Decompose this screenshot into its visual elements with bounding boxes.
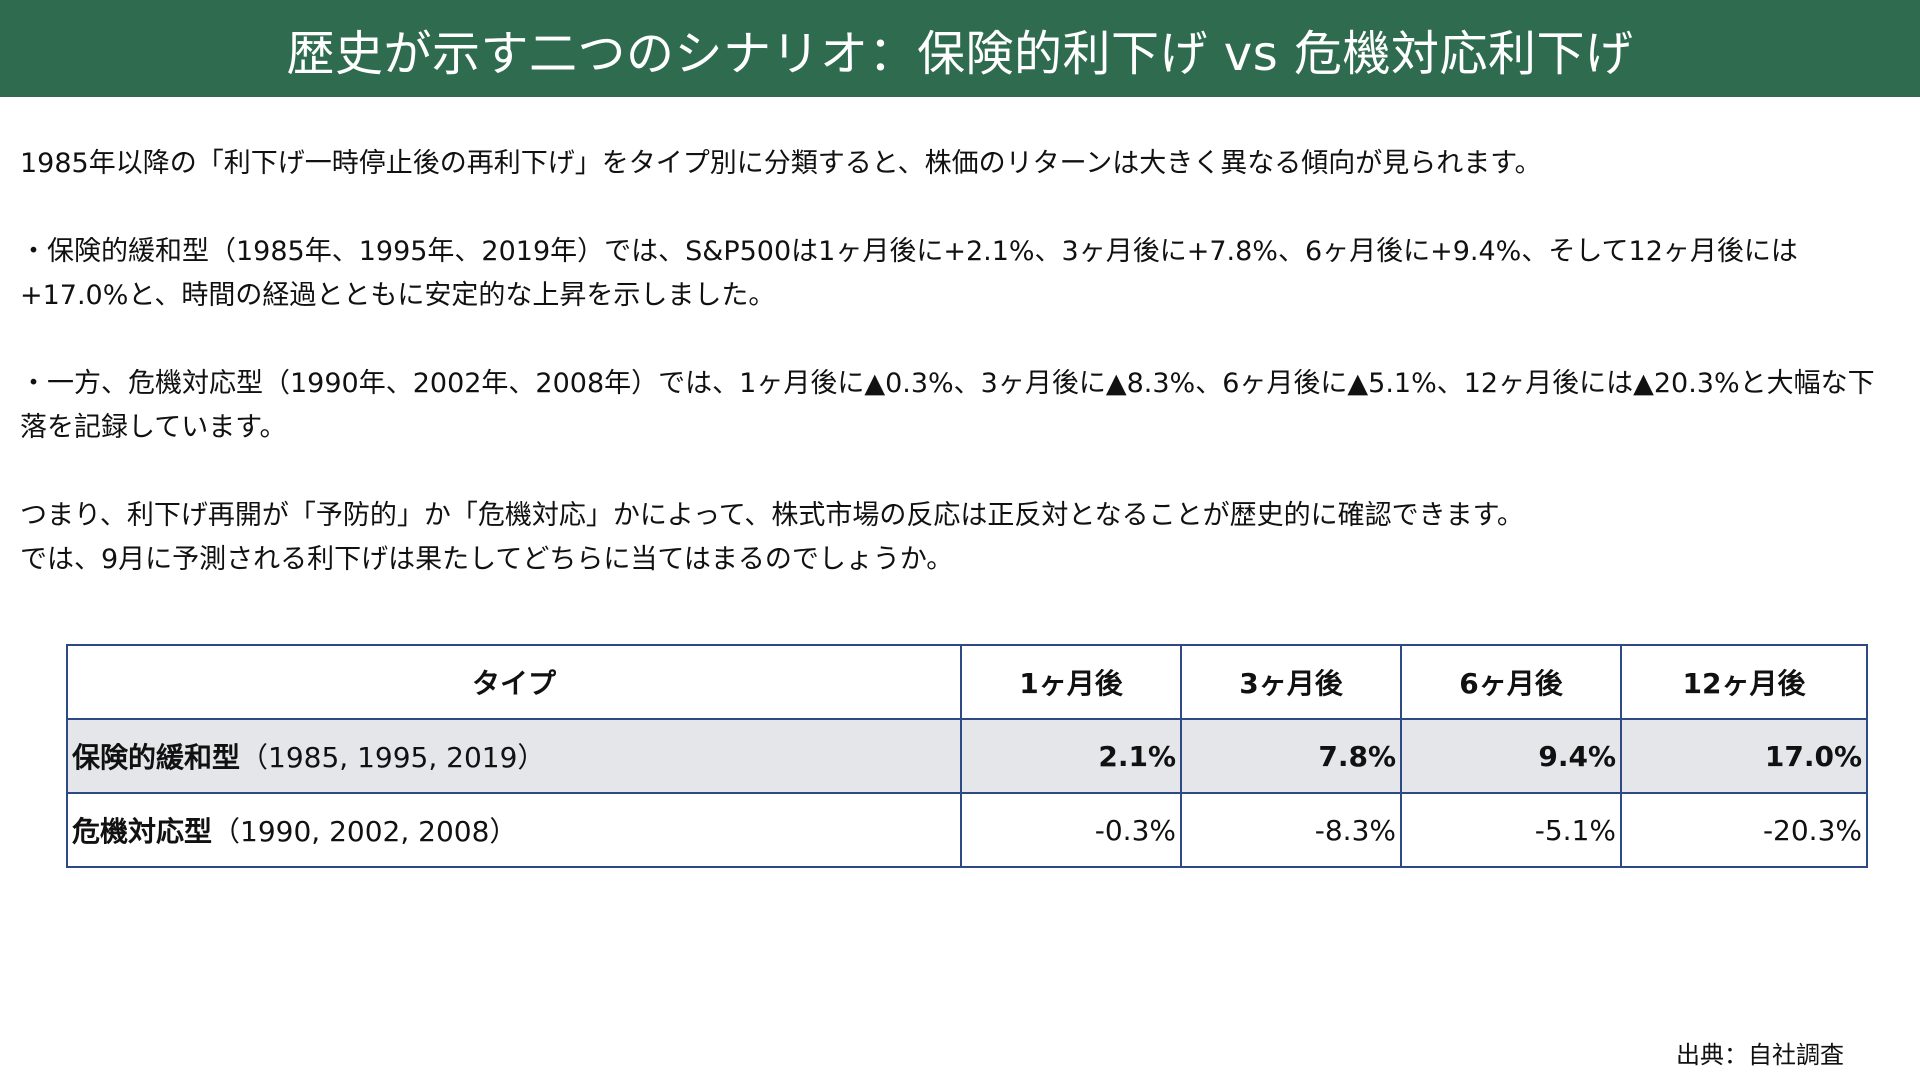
value-cell-6m: 9.4% — [1400, 718, 1622, 794]
row-type-cell: 危機対応型（1990, 2002, 2008） — [66, 792, 962, 868]
header-cell-3m: 3ヶ月後 — [1180, 644, 1402, 720]
header-cell-type: タイプ — [66, 644, 962, 720]
value-cell-1m: 2.1% — [960, 718, 1182, 794]
value-cell-3m: 7.8% — [1180, 718, 1402, 794]
returns-table: タイプ 1ヶ月後 3ヶ月後 6ヶ月後 12ヶ月後 保険的緩和型（1985, 19… — [66, 644, 1868, 868]
header-bar: 歴史が示す二つのシナリオ：保険的利下げ vs 危機対応利下げ — [0, 0, 1920, 97]
paragraph-insurance: ・保険的緩和型（1985年、1995年、2019年）では、S&P500は1ヶ月後… — [20, 236, 1798, 311]
header-cell-12m: 12ヶ月後 — [1620, 644, 1868, 720]
row-type-name: 危機対応型 — [72, 815, 213, 848]
paragraph-intro: 1985年以降の「利下げ一時停止後の再利下げ」をタイプ別に分類すると、株価のリタ… — [20, 148, 1542, 179]
row-type-years: （1985, 1995, 2019） — [240, 741, 546, 774]
header-cell-1m: 1ヶ月後 — [960, 644, 1182, 720]
table-row: 保険的緩和型（1985, 1995, 2019） 2.1% 7.8% 9.4% … — [66, 718, 1868, 794]
returns-table-wrapper: タイプ 1ヶ月後 3ヶ月後 6ヶ月後 12ヶ月後 保険的緩和型（1985, 19… — [66, 644, 1868, 868]
source-note: 出典：自社調査 — [1676, 1041, 1844, 1069]
header-cell-6m: 6ヶ月後 — [1400, 644, 1622, 720]
table-header-row: タイプ 1ヶ月後 3ヶ月後 6ヶ月後 12ヶ月後 — [66, 644, 1868, 720]
value-cell-12m: -20.3% — [1620, 792, 1868, 868]
table-row: 危機対応型（1990, 2002, 2008） -0.3% -8.3% -5.1… — [66, 792, 1868, 868]
paragraph-conclusion: つまり、利下げ再開が「予防的」か「危機対応」かによって、株式市場の反応は正反対と… — [20, 500, 1524, 575]
paragraph-crisis: ・一方、危機対応型（1990年、2002年、2008年）では、1ヶ月後に▲0.3… — [20, 368, 1875, 443]
value-cell-1m: -0.3% — [960, 792, 1182, 868]
page-title: 歴史が示す二つのシナリオ：保険的利下げ vs 危機対応利下げ — [286, 25, 1634, 82]
value-cell-6m: -5.1% — [1400, 792, 1622, 868]
row-type-name: 保険的緩和型 — [72, 741, 241, 774]
row-type-cell: 保険的緩和型（1985, 1995, 2019） — [66, 718, 962, 794]
row-type-years: （1990, 2002, 2008） — [212, 815, 518, 848]
value-cell-12m: 17.0% — [1620, 718, 1868, 794]
value-cell-3m: -8.3% — [1180, 792, 1402, 868]
body-text: 1985年以降の「利下げ一時停止後の再利下げ」をタイプ別に分類すると、株価のリタ… — [20, 142, 1900, 582]
